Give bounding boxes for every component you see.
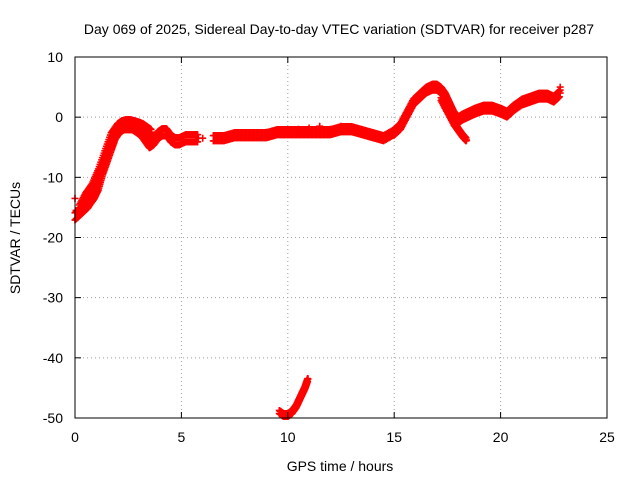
data-point: [550, 95, 558, 103]
data-point: [199, 134, 207, 142]
y-tick-label: -10: [43, 169, 63, 185]
data-point: [348, 124, 356, 132]
x-tick-label: 15: [386, 429, 402, 445]
data-point: [337, 122, 345, 130]
x-tick-label: 25: [599, 429, 615, 445]
x-tick-label: 0: [71, 429, 79, 445]
data-point: [326, 125, 334, 133]
x-tick-label: 5: [178, 429, 186, 445]
data-point: [305, 124, 313, 132]
x-axis-label: GPS time / hours: [287, 458, 394, 474]
x-tick-label: 10: [280, 429, 296, 445]
data-point: [284, 128, 292, 136]
data-point: [263, 128, 271, 136]
y-tick-label: -50: [43, 410, 63, 426]
data-point: [294, 125, 302, 133]
data-points: [71, 80, 564, 420]
y-tick-label: 10: [47, 49, 63, 65]
data-point: [72, 206, 80, 214]
data-point: [92, 188, 100, 196]
y-tick-label: -30: [43, 290, 63, 306]
y-tick-label: -40: [43, 350, 63, 366]
chart-title: Day 069 of 2025, Sidereal Day-to-day VTE…: [84, 21, 594, 37]
y-tick-label: 0: [55, 109, 63, 125]
data-point: [304, 375, 312, 383]
x-tick-label: 20: [493, 429, 509, 445]
y-axis-label: SDTVAR / TECUs: [7, 182, 23, 294]
y-tick-label: -20: [43, 230, 63, 246]
data-point: [556, 83, 564, 91]
data-point: [316, 122, 324, 130]
data-point: [148, 128, 156, 136]
x-ticks: 0 5 10 15 20 25: [71, 57, 615, 445]
grid: [75, 57, 607, 418]
data-point: [463, 136, 471, 144]
y-ticks: -50 -40 -30 -20 -10 0 10: [43, 49, 607, 426]
